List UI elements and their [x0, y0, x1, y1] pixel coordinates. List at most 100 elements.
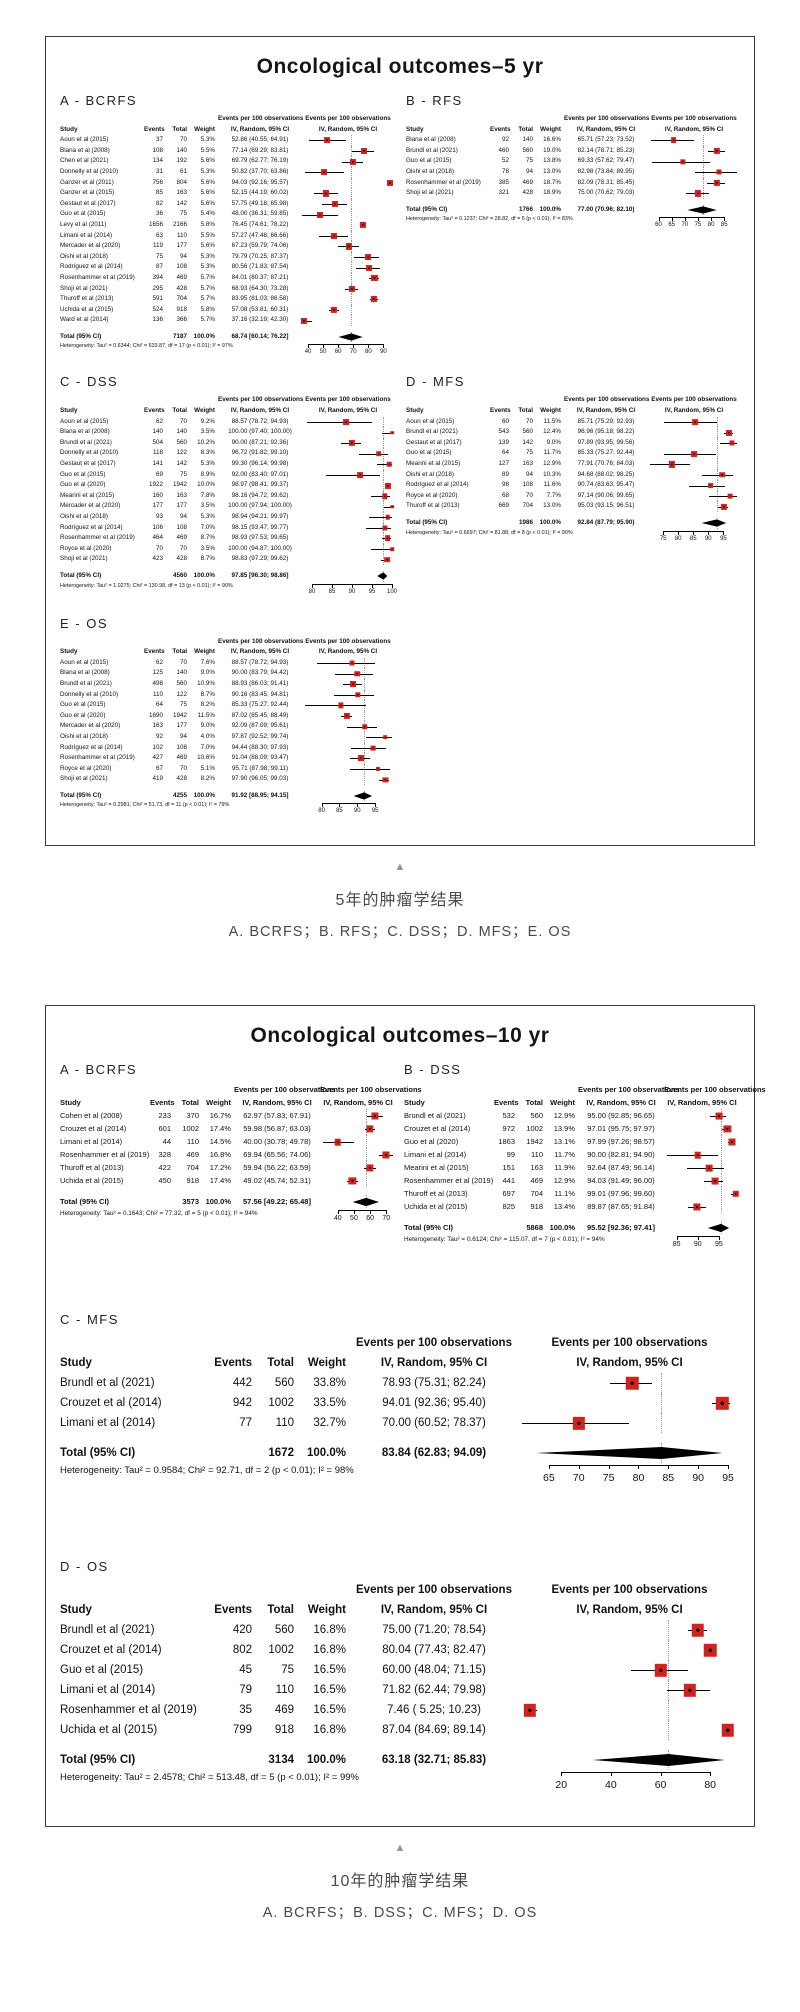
- study-plot: [302, 251, 394, 263]
- study-name: Oishi et al (2018): [60, 732, 108, 740]
- study-name: Guo et al (2015): [60, 210, 106, 218]
- reference-line: [366, 1174, 368, 1188]
- study-ci-text: 94.03 (92.16; 95.57): [231, 178, 289, 186]
- study-name: Chen et al (2021): [60, 157, 109, 165]
- study-ci-text: 78.93 (75.31; 82.24): [382, 1377, 486, 1390]
- total-weight: 100.0%: [539, 519, 561, 526]
- total-label: Total (95% CI): [60, 1197, 110, 1207]
- study-name: Thuroff et al (2013): [406, 502, 460, 510]
- study-name: Mearini et al (2015): [60, 491, 115, 499]
- ci-line: [376, 464, 392, 466]
- x-axis-tick: [375, 803, 377, 808]
- panel-label: D - OS: [60, 1559, 109, 1575]
- point-estimate-marker: [386, 462, 392, 467]
- section-gap: [0, 941, 800, 1005]
- x-axis-tick-label: 95: [714, 1241, 723, 1249]
- forest-panel: C - MFS Events per 100 observations Events…: [60, 1312, 740, 1493]
- total-ci-text: 57.56 [49.22; 65.48]: [243, 1197, 311, 1207]
- study-name: Brundl et al (2021): [60, 438, 112, 446]
- point-estimate-marker: [324, 137, 331, 144]
- study-total: 108: [176, 263, 187, 271]
- study-name: Crouzet et al (2014): [60, 1124, 127, 1134]
- study-plot: [664, 1109, 740, 1123]
- forest-panel: A - BCRFS Events per 100 observations Even…: [60, 1062, 422, 1228]
- study-weight: 3.5%: [200, 544, 215, 552]
- study-total: 192: [176, 157, 187, 165]
- study-events: 45: [239, 1664, 252, 1677]
- total-ci-text: 63.18 (32.71; 85.83): [381, 1754, 487, 1767]
- study-weight: 16.8%: [313, 1624, 346, 1637]
- study-name: Shoji et al (2021): [60, 555, 108, 563]
- study-total: 140: [522, 136, 533, 144]
- study-ci-text: 97.87 (92.52; 99.74): [231, 732, 289, 740]
- total-n: 3134: [268, 1754, 294, 1767]
- x-axis-tick-label: 70: [572, 1472, 585, 1485]
- study-total: 1942: [526, 1137, 543, 1147]
- x-axis-tick-label: 40: [333, 1215, 342, 1223]
- study-events: 423: [152, 555, 163, 563]
- x-axis-tick-label: 90: [353, 808, 361, 815]
- figure-title: Oncological outcomes–5 yr: [256, 55, 544, 78]
- ci-line: [383, 506, 392, 508]
- study-weight: 16.6%: [543, 136, 561, 144]
- study-name: Uchida et al (2015): [404, 1202, 468, 1212]
- study-total: 428: [176, 775, 187, 783]
- study-ci-text: 52.15 (44.19; 60.02): [231, 189, 289, 197]
- study-ci-text: 71.82 (62.44; 79.98): [382, 1684, 486, 1697]
- study-total: 163: [176, 491, 187, 499]
- x-axis-tick-label: 90: [348, 588, 356, 595]
- x-axis-tick: [660, 1772, 662, 1777]
- point-estimate-marker: [361, 148, 368, 155]
- reference-line: [351, 198, 353, 210]
- study-plot: [302, 416, 394, 428]
- study-total: 110: [187, 1137, 199, 1147]
- study-ci-text: 94.68 (88.02; 98.25): [577, 470, 635, 478]
- study-total: 108: [522, 481, 533, 489]
- study-ci-text: 59.98 (56.87; 63.03): [243, 1124, 311, 1134]
- study-ci-text: 60.00 (48.04; 71.15): [382, 1664, 486, 1677]
- study-total: 704: [186, 1163, 199, 1173]
- reference-line: [661, 1393, 663, 1414]
- x-axis-tick-label: 100: [386, 588, 398, 595]
- x-axis-tick: [697, 1236, 699, 1241]
- study-plot: [302, 262, 394, 273]
- study-plot: [302, 774, 394, 785]
- col-header-iv-random: IV, Random, 95% CI: [318, 648, 378, 656]
- study-weight: 13.0%: [543, 167, 561, 175]
- ci-line: [689, 485, 725, 487]
- study-name: Guo et al (2015): [60, 701, 106, 709]
- x-axis-tick: [728, 1465, 730, 1470]
- ci-line: [366, 737, 392, 739]
- heterogeneity-note: Heterogeneity: Tau² = 0.6344; Chi² = 633…: [60, 343, 233, 350]
- study-events: 160: [152, 491, 163, 499]
- reference-line: [351, 230, 353, 242]
- study-ci-text: 67.23 (59.79; 74.06): [231, 242, 289, 250]
- point-estimate-marker: [694, 1151, 702, 1159]
- study-events: 85: [155, 189, 163, 197]
- total-weight: 100.0%: [193, 571, 215, 579]
- total-label: Total (95% CI): [60, 1447, 136, 1460]
- study-ci-text: 85.33 (75.27; 92.44): [577, 449, 635, 457]
- forest-table: Events per 100 observations Events per 10…: [60, 395, 398, 599]
- study-name: Mercader et al (2020): [60, 502, 121, 510]
- study-plot: [302, 427, 394, 438]
- study-plot: [302, 135, 394, 146]
- reference-line: [668, 1620, 670, 1641]
- reference-line: [351, 166, 353, 178]
- study-events: 464: [152, 534, 163, 542]
- study-total: 75: [525, 449, 533, 457]
- header-spacer: [60, 395, 218, 406]
- study-ci-text: 99.30 (96.14; 99.98): [231, 460, 289, 468]
- x-axis-tick: [353, 1210, 355, 1215]
- study-name: Royce et al (2020): [60, 764, 112, 772]
- x-axis: 80 85 90 95: [302, 801, 394, 819]
- reference-line: [716, 459, 718, 470]
- ci-line: [368, 517, 392, 519]
- study-name: Brundl et al (2021): [60, 1624, 155, 1637]
- forest-panel: C - DSS Events per 100 observations Events…: [60, 374, 398, 599]
- header-spacer: [60, 1580, 349, 1600]
- study-events: 1863: [498, 1137, 515, 1147]
- col-header-events-per-100: Events per 100 observations: [564, 396, 650, 404]
- x-axis-tick: [308, 344, 310, 349]
- study-events: 64: [155, 701, 163, 709]
